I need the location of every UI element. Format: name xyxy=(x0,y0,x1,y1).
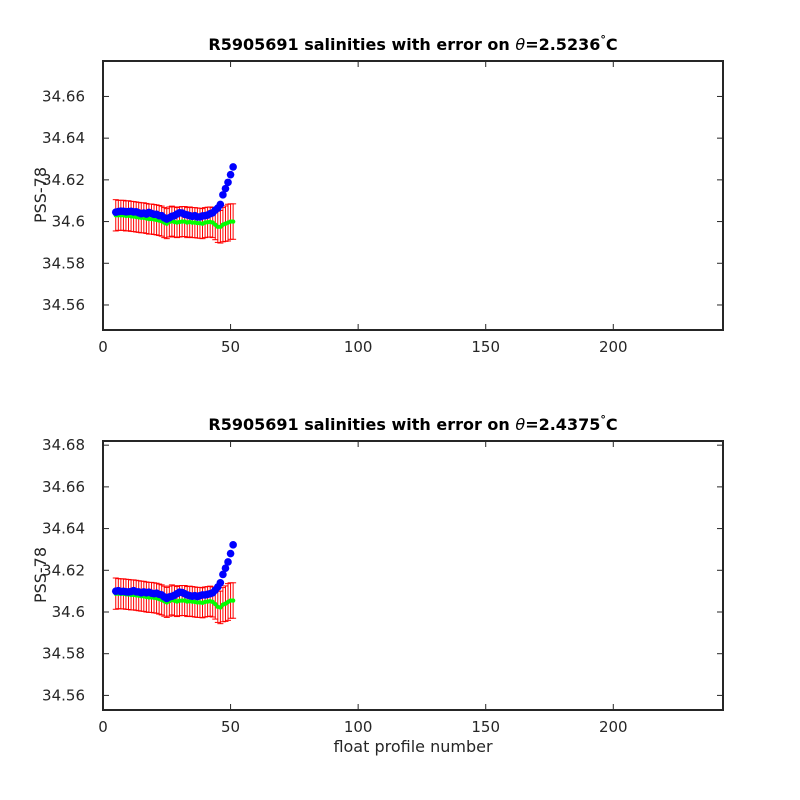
bottom-chart-ytick-label: 34.68 xyxy=(42,436,85,454)
top-chart-ytick-label: 34.62 xyxy=(42,171,85,189)
bottom-chart-ytick-label: 34.62 xyxy=(42,561,85,579)
top-chart-float-point xyxy=(219,191,227,199)
bottom-chart-float-point xyxy=(219,570,227,579)
bottom-chart-xtick-label: 50 xyxy=(221,718,240,736)
bottom-chart-xtick-label: 0 xyxy=(98,718,108,736)
bottom-chart-ytick-label: 34.58 xyxy=(42,645,85,663)
bottom-chart: R5905691 salinities with error on θ=2.43… xyxy=(31,413,724,756)
bottom-chart-title: R5905691 salinities with error on θ=2.43… xyxy=(208,413,617,434)
top-chart-ytick-label: 34.66 xyxy=(42,87,85,105)
bottom-chart-ytick-label: 34.66 xyxy=(42,478,85,496)
top-chart-x-ticks: 0 50 100 150 200 xyxy=(98,61,628,356)
top-chart-ylabel: PSS-78 xyxy=(31,167,50,223)
top-chart: R5905691 salinities with error on θ=2.52… xyxy=(31,33,724,356)
bottom-chart-xlabel: float profile number xyxy=(333,737,493,756)
top-chart-ytick-label: 34.64 xyxy=(42,129,85,147)
bottom-chart-title-main: R5905691 salinities with error on xyxy=(208,415,515,434)
top-chart-mapped-point xyxy=(230,219,236,224)
top-chart-axes-box xyxy=(102,60,724,331)
top-chart-title: R5905691 salinities with error on θ=2.52… xyxy=(208,33,617,54)
bottom-chart-title-symbol: θ xyxy=(515,415,525,434)
bottom-chart-float-point xyxy=(224,558,232,566)
bottom-chart-title-unit: C xyxy=(606,415,618,434)
top-chart-float-point xyxy=(221,184,230,193)
top-chart-title-degree: ° xyxy=(600,33,606,46)
bottom-chart-xtick-label: 100 xyxy=(344,718,373,736)
top-chart-title-main: R5905691 salinities with error on xyxy=(208,35,515,54)
bottom-chart-title-value: =2.4375 xyxy=(525,415,600,434)
top-chart-xtick-label: 0 xyxy=(98,338,108,356)
bottom-chart-ytick-label: 34.64 xyxy=(42,520,85,538)
bottom-chart-float-point xyxy=(226,549,235,558)
bottom-chart-y-ticks: 34.56 34.58 34.6 34.62 34.64 34.66 34.68 xyxy=(42,436,723,704)
top-chart-xtick-label: 200 xyxy=(599,338,628,356)
bottom-chart-float-point xyxy=(216,578,225,587)
bottom-chart-float-series xyxy=(111,541,237,603)
top-chart-float-point xyxy=(229,163,237,171)
bottom-chart-xtick-label: 200 xyxy=(599,718,628,736)
top-chart-title-value: =2.5236 xyxy=(525,35,600,54)
top-chart-float-point xyxy=(224,178,232,187)
top-chart-float-point xyxy=(226,170,235,179)
bottom-chart-axes-box xyxy=(102,440,724,711)
bottom-chart-float-point xyxy=(229,541,237,549)
top-chart-ytick-label: 34.56 xyxy=(42,296,85,314)
bottom-chart-ylabel: PSS-78 xyxy=(31,547,50,603)
top-chart-xtick-label: 50 xyxy=(221,338,240,356)
top-chart-y-ticks: 34.56 34.58 34.6 34.62 34.64 34.66 xyxy=(42,87,723,314)
top-chart-title-symbol: θ xyxy=(515,35,525,54)
top-chart-float-series xyxy=(111,163,237,223)
top-chart-xtick-label: 150 xyxy=(471,338,500,356)
top-chart-xtick-label: 100 xyxy=(344,338,373,356)
top-chart-ytick-label: 34.6 xyxy=(52,213,85,231)
bottom-chart-float-point xyxy=(221,564,230,573)
bottom-chart-xtick-label: 150 xyxy=(471,718,500,736)
top-chart-ytick-label: 34.58 xyxy=(42,254,85,272)
bottom-chart-title-degree: ° xyxy=(600,413,606,426)
top-chart-float-point xyxy=(216,200,225,209)
bottom-chart-x-ticks: 0 50 100 150 200 xyxy=(98,441,628,736)
bottom-chart-ytick-label: 34.6 xyxy=(52,603,85,621)
bottom-chart-ytick-label: 34.56 xyxy=(42,686,85,704)
bottom-chart-mapped-point xyxy=(230,598,236,603)
top-chart-title-unit: C xyxy=(606,35,618,54)
